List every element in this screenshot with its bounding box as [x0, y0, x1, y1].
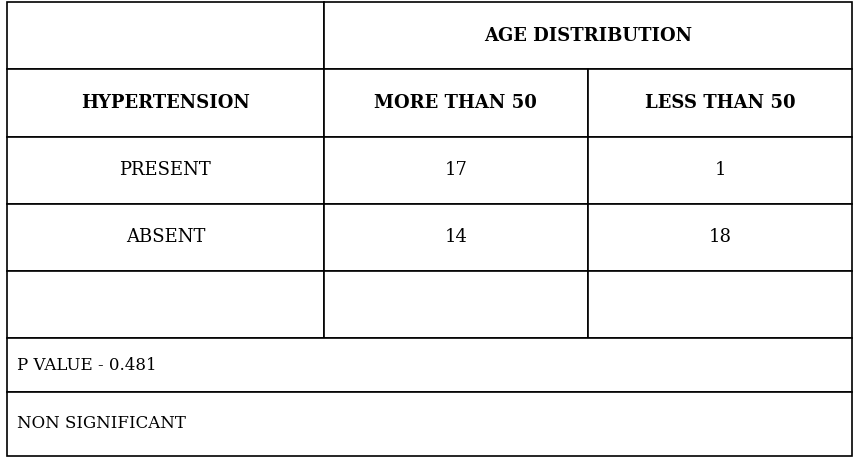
Bar [324, 70, 588, 136]
Bar [588, 204, 852, 271]
Bar [324, 204, 588, 271]
Text: 17: 17 [444, 161, 467, 179]
Bar [7, 204, 324, 271]
Bar [7, 338, 852, 392]
Bar [7, 136, 324, 204]
Text: HYPERTENSION: HYPERTENSION [81, 94, 250, 112]
Text: 14: 14 [444, 228, 467, 246]
Bar [7, 271, 324, 338]
Text: P VALUE - 0.481: P VALUE - 0.481 [17, 356, 157, 374]
Text: AGE DISTRIBUTION: AGE DISTRIBUTION [484, 27, 692, 45]
Bar [324, 2, 852, 70]
Bar [7, 70, 324, 136]
Text: 18: 18 [709, 228, 732, 246]
Bar [588, 70, 852, 136]
Bar [588, 136, 852, 204]
Text: ABSENT: ABSENT [125, 228, 205, 246]
Text: 1: 1 [715, 161, 726, 179]
Text: LESS THAN 50: LESS THAN 50 [645, 94, 795, 112]
Bar [324, 136, 588, 204]
Bar [588, 271, 852, 338]
Text: PRESENT: PRESENT [119, 161, 211, 179]
Bar [7, 392, 852, 456]
Bar [324, 271, 588, 338]
Text: MORE THAN 50: MORE THAN 50 [375, 94, 538, 112]
Text: NON SIGNIFICANT: NON SIGNIFICANT [17, 415, 186, 432]
Bar [7, 2, 324, 70]
